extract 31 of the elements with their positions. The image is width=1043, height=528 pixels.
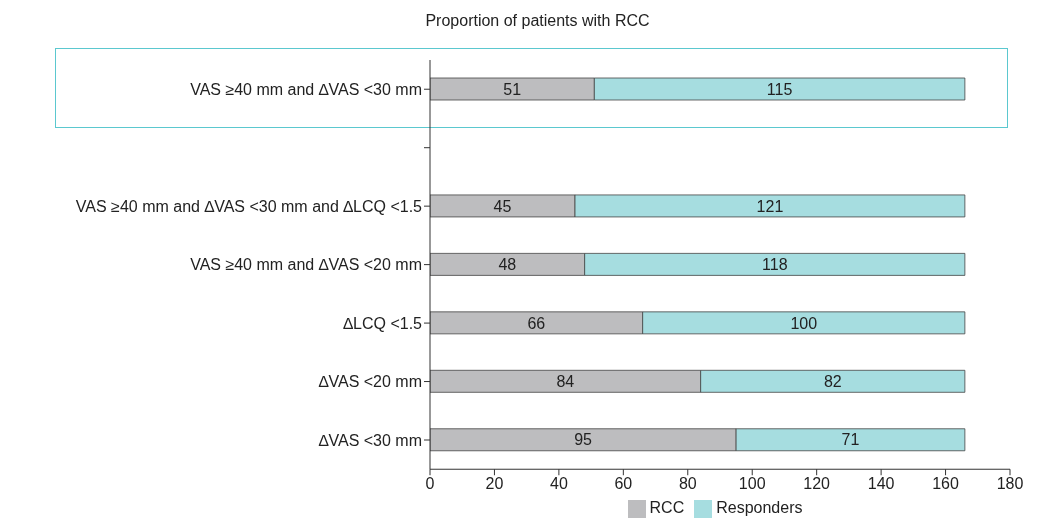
data-label: 48 (498, 256, 517, 274)
data-label: 118 (762, 256, 788, 274)
y-tick-label: VAS ≥40 mm and ∆VAS <30 mm (190, 80, 422, 98)
data-label: 66 (527, 314, 546, 332)
x-tick-label: 80 (678, 474, 697, 492)
data-label: 100 (790, 314, 818, 332)
data-label: 115 (766, 80, 793, 98)
data-label: 121 (756, 197, 784, 215)
y-tick-label: ∆LCQ <1.5 (343, 314, 423, 332)
chart-title: Proportion of patients with RCC (424, 12, 651, 30)
y-tick-label: VAS ≥40 mm and ∆VAS <20 mm (190, 256, 422, 274)
data-label: 84 (556, 372, 575, 390)
y-tick-label: ∆VAS <30 mm (318, 431, 422, 449)
x-tick-label: 40 (549, 474, 568, 492)
x-tick-label: 20 (485, 474, 504, 492)
x-tick-label: 140 (867, 474, 895, 492)
legend-label: RCC (649, 499, 685, 517)
data-label: 95 (574, 431, 593, 449)
legend-label: Responders (716, 499, 803, 517)
data-label: 71 (841, 431, 860, 449)
data-label: 45 (493, 197, 512, 215)
data-label: 82 (823, 372, 842, 390)
x-tick-label: 180 (996, 474, 1024, 492)
x-tick-label: 160 (932, 474, 959, 492)
x-tick-label: 60 (614, 474, 633, 492)
y-tick-label: ∆VAS <20 mm (318, 373, 422, 391)
x-tick-label: 0 (425, 474, 435, 492)
y-tick-label: VAS ≥40 mm and ∆VAS <30 mm and ∆LCQ <1.5 (75, 197, 423, 215)
data-label: 51 (503, 80, 522, 98)
x-tick-label: 120 (803, 474, 831, 492)
x-tick-label: 100 (738, 474, 766, 492)
